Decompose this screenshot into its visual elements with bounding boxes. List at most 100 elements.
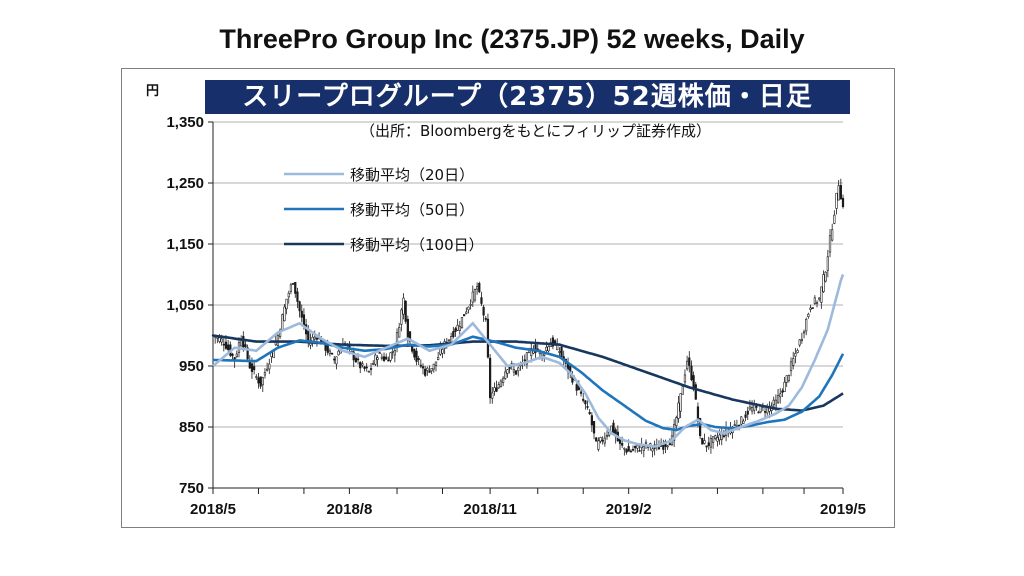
candle-body <box>222 343 225 346</box>
y-unit-label: 円 <box>146 84 160 99</box>
legend-label: 移動平均（20日） <box>350 166 474 184</box>
candle-body <box>257 377 260 384</box>
candle-body <box>482 306 485 316</box>
candle-body <box>450 336 453 343</box>
candle-body <box>374 354 377 365</box>
candle-body <box>813 297 816 304</box>
candle-body <box>460 317 464 328</box>
candle-body <box>627 446 630 452</box>
candle-body <box>644 441 648 444</box>
candle-body <box>382 356 386 361</box>
candle-body <box>484 318 487 320</box>
candle-body <box>517 367 520 372</box>
candle-body <box>372 363 375 365</box>
candle-body <box>772 399 775 405</box>
candle-body <box>235 353 238 357</box>
candle-body <box>279 329 282 338</box>
candle-body <box>506 369 509 374</box>
source-note: （出所：Bloombergをもとにフィリップ証券作成） <box>360 122 712 140</box>
candle-body <box>454 328 457 332</box>
grid-layer <box>208 121 844 494</box>
x-tick-label: 2018/8 <box>326 501 372 518</box>
candle-body <box>497 384 500 389</box>
candle-body <box>458 326 461 331</box>
candle-body <box>677 402 680 419</box>
candle-body <box>363 366 366 369</box>
candle-body <box>634 445 637 449</box>
candle-body <box>361 363 364 366</box>
candle-body <box>547 346 550 352</box>
candle-body <box>651 448 654 452</box>
candle-body <box>261 377 264 386</box>
y-tick-label: 1,050 <box>166 297 204 314</box>
candle-body <box>785 375 788 383</box>
candle-body <box>465 311 468 314</box>
candle-body <box>673 424 676 441</box>
candle-body <box>218 337 221 342</box>
candle-body <box>413 348 416 358</box>
candle-body <box>389 352 392 361</box>
candle-body <box>820 286 823 303</box>
candle-body <box>287 292 290 298</box>
candle-body <box>328 350 332 354</box>
candle-body <box>716 437 719 442</box>
y-tick-label: 1,250 <box>166 175 204 192</box>
candle-body <box>365 366 368 369</box>
candle-body <box>828 235 832 253</box>
candle-body <box>525 352 529 365</box>
candle-body <box>603 437 606 444</box>
candle-body <box>837 185 840 201</box>
candle-body <box>231 353 234 357</box>
candle-body <box>489 357 492 399</box>
candle-body <box>408 331 412 342</box>
candle-body <box>499 380 503 387</box>
candle-body <box>300 310 303 318</box>
candle-body <box>376 357 379 360</box>
candle-body <box>579 391 583 394</box>
candle-body <box>469 304 472 306</box>
candle-body <box>250 363 254 372</box>
candle-body <box>590 415 593 426</box>
candle-body <box>753 404 756 411</box>
candle-body <box>774 399 777 409</box>
candle-body <box>253 366 256 370</box>
candle-body <box>807 313 810 317</box>
candle-body <box>378 352 381 354</box>
candle-body <box>415 350 418 362</box>
candle-body <box>291 283 295 285</box>
candle-body <box>402 297 405 315</box>
candle-body <box>694 384 697 400</box>
candle-body <box>733 424 736 426</box>
candle-body <box>618 438 622 444</box>
x-tick-label: 2019/5 <box>820 501 866 518</box>
candle-body <box>599 437 602 442</box>
candle-body <box>668 443 671 446</box>
candle-body <box>359 361 362 369</box>
legend-label: 移動平均（50日） <box>350 201 474 219</box>
candle-body <box>629 450 632 453</box>
y-tick-label: 1,350 <box>166 114 204 131</box>
candle-body <box>787 375 790 381</box>
candle-body <box>757 411 760 414</box>
candle-body <box>781 390 784 393</box>
candle-body <box>491 392 494 399</box>
candle-body <box>352 351 355 361</box>
candle-body <box>802 331 806 334</box>
candle-body <box>380 356 383 359</box>
sma100-line <box>212 334 844 412</box>
candle-body <box>391 351 394 353</box>
candle-body <box>421 366 425 369</box>
candle-body <box>763 411 767 413</box>
candle-body <box>501 377 505 383</box>
candle-body <box>575 384 578 391</box>
sma20-line <box>212 274 845 448</box>
candle-body <box>313 336 316 340</box>
candle-body <box>543 353 546 356</box>
candle-body <box>592 420 596 434</box>
candle-body <box>722 435 726 437</box>
candle-body <box>824 271 827 282</box>
candle-body <box>441 349 444 354</box>
candle-body <box>283 306 286 322</box>
candle-body <box>428 370 431 373</box>
